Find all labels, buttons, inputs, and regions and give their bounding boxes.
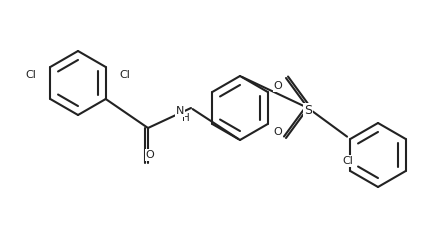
- Text: H: H: [182, 113, 190, 123]
- Text: N: N: [176, 106, 184, 116]
- Text: Cl: Cl: [26, 70, 36, 80]
- Text: O: O: [146, 150, 155, 160]
- Text: Cl: Cl: [343, 156, 354, 166]
- Text: O: O: [273, 127, 283, 137]
- Text: S: S: [304, 104, 312, 116]
- Text: Cl: Cl: [120, 70, 131, 80]
- Text: O: O: [273, 81, 283, 91]
